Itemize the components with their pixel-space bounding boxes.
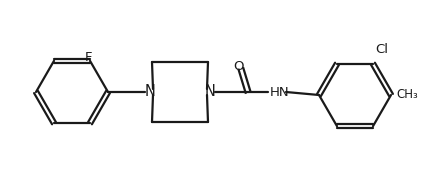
Text: HN: HN — [270, 85, 290, 98]
Text: O: O — [234, 60, 244, 73]
Text: CH₃: CH₃ — [396, 88, 418, 101]
Text: Cl: Cl — [375, 43, 388, 56]
Text: N: N — [204, 84, 216, 99]
Text: F: F — [84, 51, 92, 64]
Text: N: N — [144, 84, 155, 99]
